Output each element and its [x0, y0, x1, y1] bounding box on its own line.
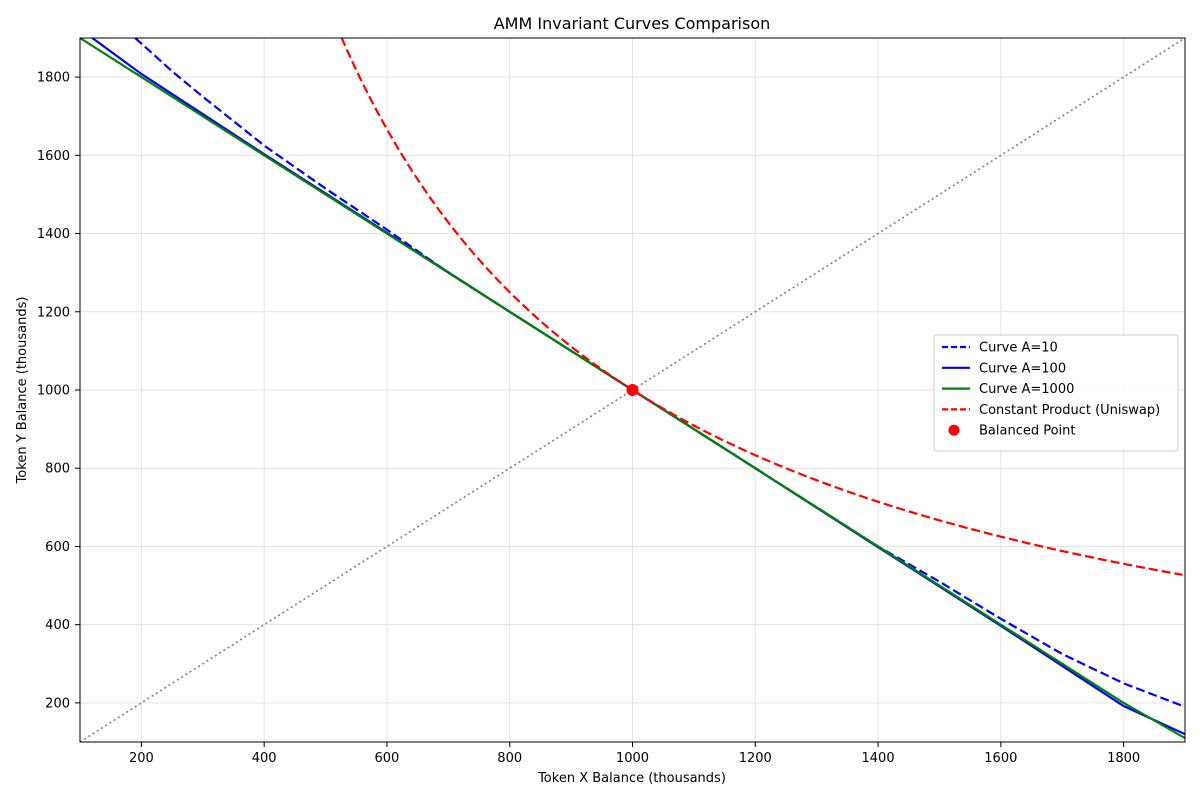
- legend-label: Balanced Point: [979, 424, 1076, 439]
- y-tick-label: 800: [45, 462, 70, 477]
- legend-label: Curve A=100: [979, 361, 1066, 376]
- legend-label: Constant Product (Uniswap): [979, 403, 1160, 418]
- y-tick-label: 1600: [37, 149, 70, 164]
- legend-marker: [948, 424, 960, 436]
- x-tick-label: 1800: [1107, 751, 1140, 766]
- chart-title: AMM Invariant Curves Comparison: [494, 14, 771, 33]
- x-tick-label: 1600: [984, 751, 1017, 766]
- y-tick-label: 600: [45, 540, 70, 555]
- legend-box: [933, 334, 1179, 452]
- balanced-point-marker: [626, 384, 639, 396]
- legend-label: Curve A=1000: [979, 382, 1074, 397]
- series-line-4: [340, 38, 1183, 576]
- series-line-1: [134, 38, 1185, 708]
- series-layer: [80, 38, 1185, 742]
- y-tick-label: 400: [45, 618, 70, 633]
- y-tick-label: 1800: [37, 71, 70, 86]
- y-tick-label: 1400: [37, 227, 70, 242]
- x-tick-label: 600: [375, 751, 400, 766]
- y-tick-label: 1000: [37, 384, 70, 399]
- x-tick-label: 800: [497, 751, 522, 766]
- x-tick-label: 1000: [616, 751, 649, 766]
- x-tick-label: 1200: [739, 751, 772, 766]
- y-tick-label: 1200: [37, 305, 70, 320]
- y-axis-label: Token Y Balance (thousands): [15, 297, 30, 485]
- y-tick-label: 200: [45, 696, 70, 711]
- x-tick-label: 200: [129, 751, 154, 766]
- x-axis-label: Token X Balance (thousands): [537, 771, 726, 786]
- axes: 200 400 600 800 1000 1200 1400 1600 1800 200 400 60…: [37, 71, 1140, 766]
- legend: Curve A=10 Curve A=100 Curve A=1000 Constan…: [933, 334, 1179, 452]
- legend-label: Curve A=10: [979, 341, 1058, 356]
- x-tick-label: 400: [252, 751, 277, 766]
- x-tick-label: 1400: [862, 751, 895, 766]
